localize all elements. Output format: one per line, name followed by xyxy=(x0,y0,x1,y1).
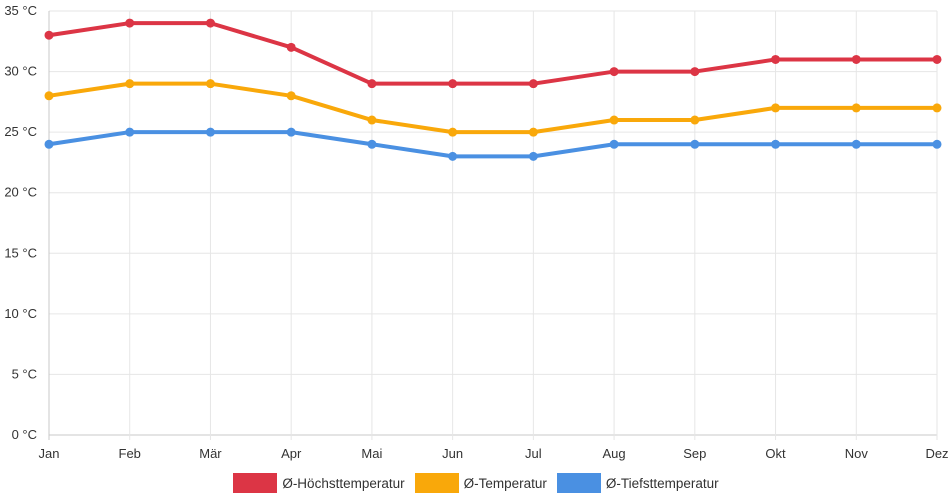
data-point[interactable] xyxy=(125,127,135,137)
data-point[interactable] xyxy=(367,79,377,89)
data-point[interactable] xyxy=(609,139,619,149)
data-point[interactable] xyxy=(44,91,54,101)
data-point[interactable] xyxy=(286,42,296,52)
data-point[interactable] xyxy=(528,79,538,89)
data-point[interactable] xyxy=(609,115,619,125)
data-point[interactable] xyxy=(609,67,619,77)
legend-item[interactable]: Ø-Höchsttemperatur xyxy=(233,473,405,493)
data-point[interactable] xyxy=(771,103,781,113)
data-point[interactable] xyxy=(528,127,538,137)
legend-swatch xyxy=(233,473,278,493)
x-tick-label: Jan xyxy=(39,446,60,461)
y-axis: 0 °C 5 °C 10 °C 15 °C 20 °C 25 °C 30 °C 35 °C xyxy=(4,3,37,442)
x-tick-label: Mai xyxy=(361,446,382,461)
data-point[interactable] xyxy=(448,151,458,161)
y-tick-label: 20 °C xyxy=(4,185,37,200)
data-point[interactable] xyxy=(851,139,861,149)
series-group xyxy=(44,18,942,89)
y-tick-label: 25 °C xyxy=(4,124,37,139)
data-point[interactable] xyxy=(448,79,458,89)
data-point[interactable] xyxy=(367,139,377,149)
data-point[interactable] xyxy=(771,139,781,149)
x-tick-label: Jul xyxy=(525,446,542,461)
data-point[interactable] xyxy=(286,91,296,101)
legend-item[interactable]: Ø-Tiefsttemperatur xyxy=(556,473,719,493)
data-point[interactable] xyxy=(771,54,781,64)
x-tick-label: Apr xyxy=(281,446,302,461)
legend-label: Ø-Temperatur xyxy=(463,475,547,491)
legend-swatch xyxy=(414,473,459,493)
data-point[interactable] xyxy=(932,103,942,113)
data-point[interactable] xyxy=(851,103,861,113)
data-point[interactable] xyxy=(690,115,700,125)
series-line xyxy=(47,21,939,86)
legend-swatch xyxy=(556,473,601,493)
x-tick-label: Nov xyxy=(845,446,869,461)
data-point[interactable] xyxy=(367,115,377,125)
data-point[interactable] xyxy=(851,54,861,64)
y-tick-label: 35 °C xyxy=(4,3,37,18)
data-point[interactable] xyxy=(44,30,54,40)
data-point[interactable] xyxy=(205,18,215,28)
data-point[interactable] xyxy=(205,127,215,137)
y-tick-label: 15 °C xyxy=(4,245,37,260)
x-tick-label: Mär xyxy=(199,446,222,461)
data-point[interactable] xyxy=(528,151,538,161)
y-tick-label: 30 °C xyxy=(4,64,37,79)
series-group xyxy=(44,79,942,137)
series-layer xyxy=(44,18,942,161)
data-point[interactable] xyxy=(448,127,458,137)
y-tick-label: 10 °C xyxy=(4,306,37,321)
series-line xyxy=(47,130,939,159)
x-tick-label: Dez xyxy=(925,446,948,461)
data-point[interactable] xyxy=(125,79,135,89)
chart-legend: Ø-Höchsttemperatur Ø-Temperatur Ø-Tiefstte… xyxy=(0,472,952,494)
x-axis: Jan Feb Mär Apr Mai Jun Jul Aug Sep Okt Nov Dez xyxy=(39,446,949,461)
data-point[interactable] xyxy=(690,67,700,77)
legend-item[interactable]: Ø-Temperatur xyxy=(414,473,547,493)
x-tick-label: Aug xyxy=(603,446,626,461)
x-tick-label: Sep xyxy=(683,446,706,461)
legend-label: Ø-Tiefsttemperatur xyxy=(605,475,719,491)
data-point[interactable] xyxy=(44,139,54,149)
series-group xyxy=(44,127,942,161)
chart-grid xyxy=(48,10,938,440)
data-point[interactable] xyxy=(125,18,135,28)
y-tick-label: 0 °C xyxy=(12,427,37,442)
data-point[interactable] xyxy=(932,54,942,64)
x-tick-label: Jun xyxy=(442,446,463,461)
y-tick-label: 5 °C xyxy=(12,366,37,381)
series-line xyxy=(47,81,939,135)
data-point[interactable] xyxy=(690,139,700,149)
data-point[interactable] xyxy=(286,127,296,137)
data-point[interactable] xyxy=(205,79,215,89)
x-tick-label: Okt xyxy=(765,446,786,461)
data-point[interactable] xyxy=(932,139,942,149)
legend-label: Ø-Höchsttemperatur xyxy=(282,475,405,491)
x-tick-label: Feb xyxy=(119,446,141,461)
